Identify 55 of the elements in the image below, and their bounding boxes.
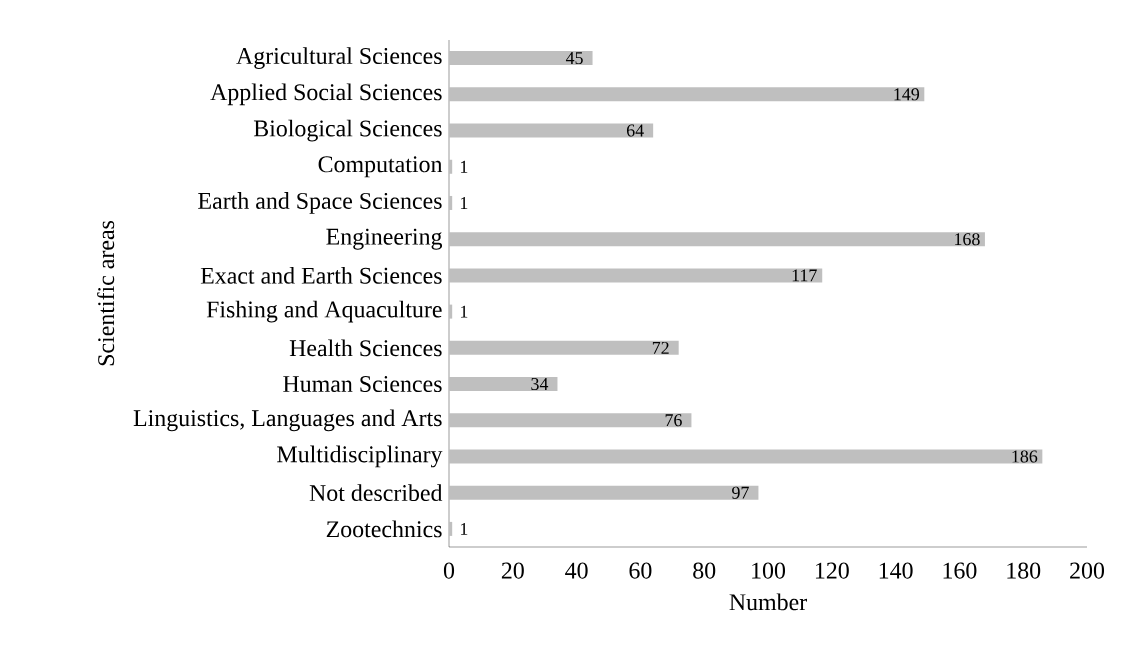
y-tick-label: Computation: [318, 156, 443, 178]
data-label: 1: [460, 522, 468, 535]
bar: [449, 485, 759, 500]
x-tick-label: 100: [752, 562, 786, 579]
data-label: 64: [626, 124, 644, 137]
x-tick-label: 140: [879, 562, 913, 579]
y-tick-label: Human Sciences: [283, 376, 442, 393]
y-tick-label: Biological Sciences: [253, 119, 442, 142]
x-tick-label: 20: [501, 562, 524, 579]
data-label: 1: [460, 305, 468, 318]
bar: [449, 413, 692, 428]
bar: [449, 87, 925, 102]
x-tick-label: 80: [693, 562, 716, 579]
x-axis-title: Number: [729, 593, 807, 611]
x-tick-label: 120: [815, 562, 849, 579]
y-tick-label: Engineering: [326, 228, 443, 250]
data-label: 97: [732, 486, 749, 499]
data-label: 76: [665, 414, 682, 427]
bar: [449, 195, 453, 210]
x-tick-label: 160: [943, 562, 977, 579]
bar: [449, 51, 593, 66]
bar: [449, 449, 1043, 464]
data-label: 117: [792, 269, 817, 282]
y-tick-label: Earth and Space Sciences: [198, 192, 442, 214]
x-tick-label: 180: [1007, 562, 1041, 579]
bar: [449, 340, 679, 355]
y-tick-label: Health Sciences: [289, 339, 442, 357]
y-tick-label: Applied Social Sciences: [210, 83, 442, 106]
bar: [449, 521, 453, 536]
bar: [449, 123, 654, 138]
y-tick-label: Not described: [309, 484, 443, 502]
y-tick-label: Multidisciplinary: [277, 445, 443, 468]
x-tick-label: 0: [443, 562, 455, 579]
data-label: 186: [1012, 450, 1038, 463]
data-label: 34: [531, 378, 549, 391]
data-label: 168: [955, 233, 980, 246]
data-label: 1: [460, 197, 468, 209]
y-axis-title: Scientific areas: [97, 220, 115, 366]
bar: [449, 159, 453, 174]
data-label: 149: [894, 88, 920, 101]
y-tick-label: Exact and Earth Sciences: [200, 266, 442, 284]
y-tick-label: Linguistics, Languages and Arts: [133, 409, 442, 432]
x-tick-label: 60: [629, 562, 652, 579]
data-label: 72: [652, 341, 669, 354]
bar: [449, 377, 558, 392]
x-tick-label: 40: [565, 562, 588, 579]
y-tick-label: Zootechnics: [326, 520, 442, 538]
y-tick-label: Agricultural Sciences: [236, 47, 442, 69]
data-label: 45: [565, 52, 583, 65]
bar: [449, 304, 453, 319]
bar: [449, 268, 823, 283]
y-tick-label: Fishing and Aquaculture: [206, 300, 442, 323]
x-tick-label: 200: [1070, 562, 1105, 579]
bar: [449, 232, 985, 247]
data-label: 1: [460, 160, 468, 173]
